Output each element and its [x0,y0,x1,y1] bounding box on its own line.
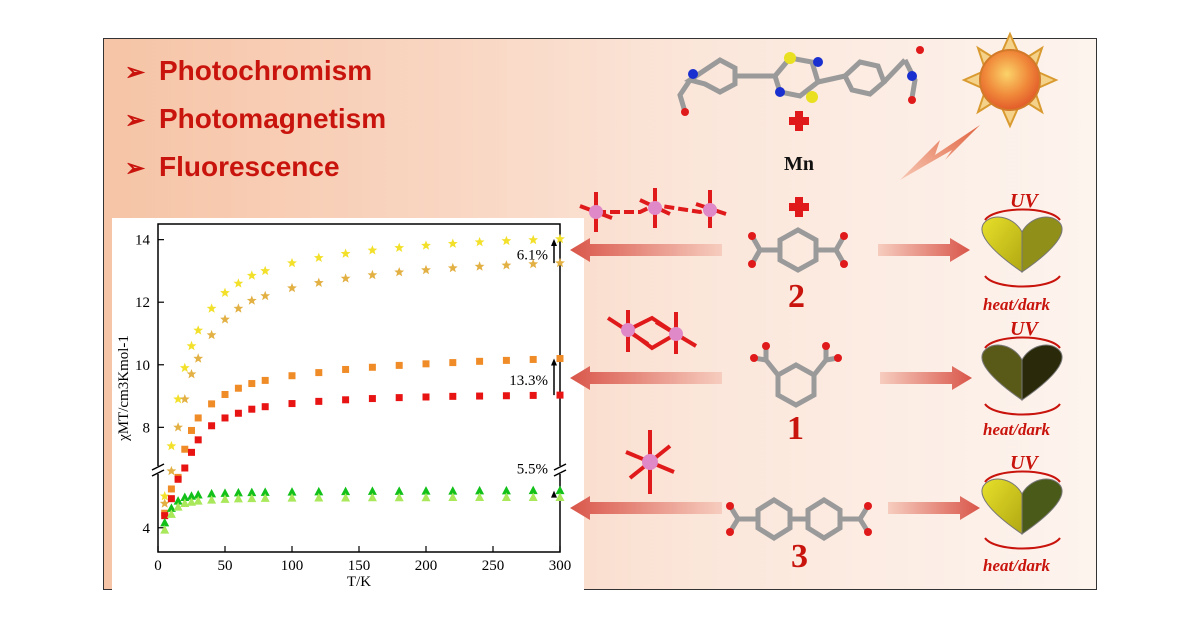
photochromic-hearts-2 [981,208,1063,288]
bullet-arrow-icon: ➢ [125,59,146,86]
arrow-right-2 [878,238,970,262]
chain-fragment-2 [579,188,727,232]
uv-label-3: UV [1010,452,1038,474]
plus-icon [789,197,809,217]
compound-number-1: 1 [787,410,804,447]
carboxylate-oxygens [726,502,872,536]
metal-label: Mn [784,153,814,175]
uv-label-1: UV [1010,318,1038,340]
feature-photochromism: ➢ Photochromism [125,55,372,87]
feature-photomagnetism: ➢ Photomagnetism [125,103,386,135]
plus-icon [789,111,809,131]
arrow-left-1 [570,366,722,390]
ligand-molecule [677,55,918,113]
feature-label: Fluorescence [159,151,340,182]
mononuclear-fragment-3 [625,430,675,494]
heat-dark-label-3: heat/dark [983,556,1051,575]
arrow-right-1 [880,366,972,390]
dimer-fragment-1 [606,310,698,354]
compound-number-2: 2 [788,278,805,315]
bullet-arrow-icon: ➢ [125,155,146,182]
heat-dark-label-2: heat/dark [983,295,1051,314]
ligand-atoms [681,46,924,116]
terephthalate-molecule [749,227,847,273]
biphenyldicarboxylate-molecule [727,497,871,541]
feature-label: Photomagnetism [159,103,387,134]
photochromic-hearts-3 [981,470,1063,550]
arrow-left-3 [570,496,722,520]
arrow-left-2 [570,238,722,262]
bullet-arrow-icon: ➢ [125,107,146,134]
compound-number-3: 3 [791,538,808,575]
photochromic-hearts-1 [981,336,1063,416]
heat-dark-label-1: heat/dark [983,420,1051,439]
uv-label-2: UV [1010,190,1038,212]
light-bolt-icon [900,125,980,180]
arrow-right-3 [888,496,980,520]
carboxylate-oxygens [748,232,848,268]
feature-fluorescence: ➢ Fluorescence [125,151,340,183]
feature-label: Photochromism [159,55,373,86]
isophthalate-molecule [753,346,839,408]
carboxylate-oxygens [750,342,842,362]
sun-icon [961,31,1059,129]
